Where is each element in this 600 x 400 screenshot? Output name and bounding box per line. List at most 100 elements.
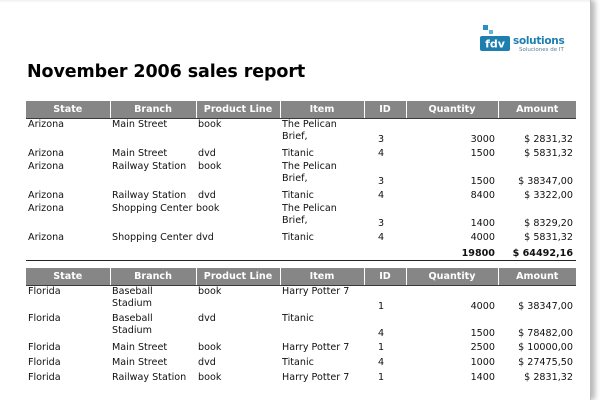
column-header: State bbox=[26, 101, 110, 119]
cell-state: Arizona bbox=[28, 189, 65, 201]
cell-state: Florida bbox=[28, 356, 61, 368]
cell-state: Arizona bbox=[28, 161, 65, 172]
cell-line: dvd bbox=[196, 231, 214, 243]
column-header: Quantity bbox=[405, 268, 498, 286]
column-header: Item bbox=[279, 268, 364, 286]
cell-state: Florida bbox=[28, 371, 61, 383]
cell-branch: Main Street bbox=[112, 356, 168, 368]
table-row: Arizona Main Street book The Pelican Brief,… bbox=[26, 119, 576, 147]
cell-state: Arizona bbox=[28, 147, 65, 159]
cell-branch: Railway Station bbox=[112, 161, 187, 172]
cell-qty: 1500 bbox=[470, 328, 495, 339]
cell-item: Titanic bbox=[282, 231, 314, 243]
cell-amount: $ 5831,32 bbox=[524, 231, 573, 243]
cell-item: The Pelican Brief, bbox=[282, 161, 337, 184]
table-header-row: State Branch Product Line Item ID Quantity Amo… bbox=[26, 268, 576, 286]
cell-id: 1 bbox=[378, 341, 385, 353]
cell-branch: Main Street bbox=[112, 147, 168, 159]
cell-id: 4 bbox=[378, 147, 385, 159]
cell-branch: Baseball Stadium bbox=[112, 313, 153, 336]
table-row: Florida Main Street dvd Titanic 4 1000 $ 27475… bbox=[26, 355, 576, 370]
table-row: Arizona Main Street dvd Titanic 4 1500 $ 5831,… bbox=[26, 146, 576, 161]
cell-line: book bbox=[198, 371, 222, 383]
table-row: Arizona Shopping Center dvd Titanic 4 4000 $ 5… bbox=[26, 230, 576, 245]
page-top-edge bbox=[0, 0, 590, 3]
table-header-row: State Branch Product Line Item ID Quantity Amo… bbox=[26, 101, 576, 119]
table-row: Arizona Railway Station dvd Titanic 4 8400 $ 3… bbox=[26, 188, 576, 203]
total-spacer bbox=[280, 245, 364, 261]
cell-amount: $ 27475,50 bbox=[518, 356, 573, 368]
cell-amount: $ 8329,20 bbox=[524, 218, 573, 229]
cell-item: Titanic bbox=[282, 356, 314, 368]
cell-id: 4 bbox=[378, 328, 385, 339]
column-header: Product Line bbox=[195, 101, 280, 119]
total-spacer bbox=[26, 245, 110, 261]
cell-branch: Main Street bbox=[112, 341, 168, 353]
cell-qty: 1400 bbox=[470, 371, 495, 383]
cell-qty: 1400 bbox=[470, 218, 495, 229]
cell-qty: 1500 bbox=[470, 147, 495, 159]
cell-item: Harry Potter 7 bbox=[282, 371, 350, 383]
column-header: Product Line bbox=[195, 268, 280, 286]
cell-branch: Railway Station bbox=[112, 189, 187, 201]
cell-amount: $ 5831,32 bbox=[524, 147, 573, 159]
column-header: Item bbox=[279, 101, 364, 119]
cell-qty: 3000 bbox=[470, 134, 495, 145]
cell-qty: 2500 bbox=[470, 341, 495, 353]
cell-item: Titanic bbox=[282, 189, 314, 201]
cell-id: 3 bbox=[378, 134, 385, 145]
cell-amount: $ 3322,00 bbox=[524, 189, 573, 201]
cell-item: Titanic bbox=[282, 147, 314, 159]
cell-branch: Baseball Stadium bbox=[112, 286, 153, 309]
cell-branch: Main Street bbox=[112, 119, 168, 130]
cell-item: Harry Potter 7 bbox=[282, 286, 350, 297]
column-header: Branch bbox=[109, 268, 196, 286]
table-row: Florida Railway Station book Harry Potter 7… bbox=[26, 370, 576, 385]
column-header: ID bbox=[363, 101, 406, 119]
table-row: Florida Main Street book Harry Potter 7 1 250… bbox=[26, 340, 576, 355]
table-row: Arizona Railway Station book The Pelican Br… bbox=[26, 161, 576, 188]
cell-line: book bbox=[198, 341, 222, 353]
cell-id: 3 bbox=[378, 176, 385, 187]
cell-line: book bbox=[198, 119, 222, 130]
cell-amount: $ 38347,00 bbox=[518, 176, 573, 187]
sales-table-2: State Branch Product Line Item ID Quantity Amo… bbox=[26, 268, 576, 385]
column-header: State bbox=[26, 268, 110, 286]
cell-branch: Shopping Center bbox=[112, 203, 193, 214]
cell-line: book bbox=[198, 161, 222, 172]
total-amount: $ 64492,16 bbox=[498, 245, 576, 261]
cell-qty: 4000 bbox=[470, 301, 495, 312]
cell-id: 3 bbox=[378, 218, 385, 229]
report-title: November 2006 sales report bbox=[27, 62, 306, 82]
cell-item: The Pelican Brief, bbox=[282, 119, 337, 142]
cell-amount: $ 78482,00 bbox=[518, 328, 573, 339]
cell-id: 4 bbox=[378, 189, 385, 201]
cell-amount: $ 2831,32 bbox=[524, 134, 573, 145]
cell-id: 1 bbox=[378, 301, 385, 312]
cell-line: dvd bbox=[198, 356, 216, 368]
cell-item: The Pelican Brief, bbox=[282, 203, 337, 226]
cell-state: Florida bbox=[28, 313, 61, 324]
cell-id: 1 bbox=[378, 371, 385, 383]
logo-wordmark: solutions bbox=[513, 35, 565, 47]
column-header: Amount bbox=[497, 268, 576, 286]
cell-amount: $ 10000,00 bbox=[518, 341, 573, 353]
total-row: 19800 $ 64492,16 bbox=[26, 245, 576, 261]
cell-id: 4 bbox=[378, 231, 385, 243]
cell-branch: Shopping Center bbox=[112, 231, 193, 243]
cell-qty: 4000 bbox=[470, 231, 495, 243]
cell-state: Arizona bbox=[28, 119, 65, 130]
column-header: Amount bbox=[497, 101, 576, 119]
cell-line: dvd bbox=[198, 189, 216, 201]
cell-item: Titanic bbox=[282, 313, 314, 324]
total-spacer bbox=[364, 245, 406, 261]
cell-line: book bbox=[198, 286, 222, 297]
cell-state: Arizona bbox=[28, 231, 65, 243]
svg-text:fdv: fdv bbox=[485, 38, 506, 51]
column-header: Quantity bbox=[405, 101, 498, 119]
column-header: Branch bbox=[109, 101, 196, 119]
table-row: Arizona Shopping Center book The Pelican Br… bbox=[26, 203, 576, 230]
cell-state: Florida bbox=[28, 341, 61, 353]
sales-table-1: State Branch Product Line Item ID Quantity Amo… bbox=[26, 101, 576, 261]
